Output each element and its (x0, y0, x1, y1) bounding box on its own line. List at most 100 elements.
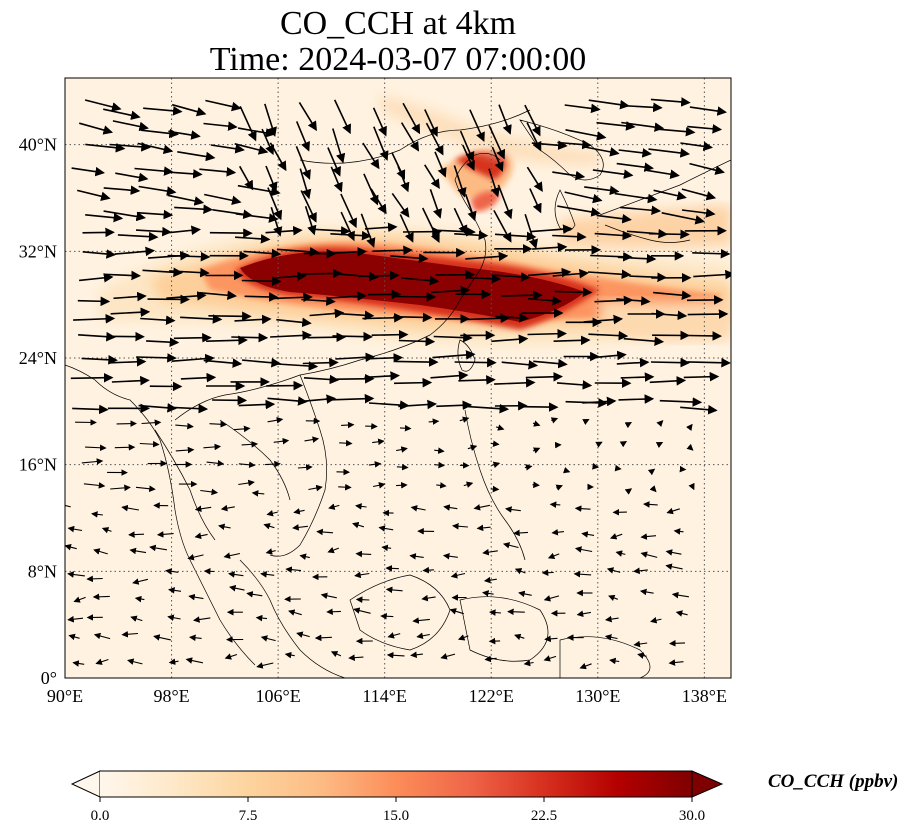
wind-arrow (261, 128, 275, 156)
wind-arrow (581, 531, 595, 538)
wind-arrow (429, 189, 443, 219)
wind-arrow (452, 522, 468, 530)
wind-arrow (142, 267, 183, 278)
wind-arrow (209, 421, 228, 428)
wind-arrow (103, 270, 141, 281)
wind-arrow (331, 393, 375, 404)
wind-arrow (218, 523, 231, 531)
wind-arrow (623, 336, 665, 346)
wind-arrow (396, 446, 408, 453)
wind-arrow (175, 422, 194, 430)
wind-arrow (588, 99, 630, 110)
wind-arrow (308, 226, 351, 236)
wind-arrow (616, 357, 650, 368)
y-tick-label: 32°N (19, 241, 57, 261)
colorbar-tick-label: 30.0 (679, 808, 705, 824)
wind-arrow (134, 595, 145, 603)
wind-arrow (531, 140, 568, 151)
y-tick-label: 16°N (19, 455, 57, 475)
wind-arrow (533, 358, 568, 369)
wind-arrow (398, 399, 437, 410)
wind-arrow (242, 357, 281, 368)
wind-arrow (615, 550, 626, 557)
wind-arrow (410, 505, 426, 512)
wind-arrow (579, 662, 592, 670)
map-title: CO_CCH at 4km (279, 5, 517, 42)
wind-arrow (582, 396, 617, 407)
wind-arrow (594, 230, 633, 241)
wind-arrow (422, 566, 434, 574)
wind-arrow (466, 273, 502, 284)
wind-arrow (582, 418, 590, 425)
wind-arrow (333, 247, 368, 257)
wind-arrow (169, 267, 210, 278)
wind-arrow (362, 313, 404, 323)
wind-arrow (557, 139, 592, 150)
wind-arrow (524, 104, 541, 137)
wind-arrow (260, 635, 276, 642)
wind-arrow (633, 567, 648, 575)
wind-arrow (320, 592, 337, 600)
wind-arrow (67, 615, 84, 623)
wind-arrow (493, 272, 531, 282)
wind-arrow (237, 127, 276, 138)
wind-arrow (199, 290, 237, 301)
wind-arrow (466, 313, 511, 324)
wind-arrow (488, 168, 500, 198)
wind-arrow (491, 146, 504, 172)
wind-arrow (450, 572, 466, 579)
wind-arrow (650, 617, 662, 624)
wind-arrow (686, 443, 694, 451)
wind-arrow (513, 529, 529, 537)
wind-arrow (436, 482, 447, 489)
wind-arrow (238, 479, 255, 487)
wind-arrow (372, 482, 386, 489)
wind-arrow (103, 185, 141, 195)
wind-arrow (129, 547, 147, 555)
x-tick-label: 106°E (256, 686, 301, 706)
wind-arrow (135, 485, 156, 492)
wind-arrow (265, 225, 303, 236)
wind-arrow (136, 353, 177, 363)
wind-arrow (146, 337, 180, 347)
wind-arrow (255, 614, 268, 622)
wind-arrow (114, 444, 136, 451)
wind-arrow (341, 421, 355, 429)
wind-arrow (606, 567, 621, 574)
wind-arrow (624, 422, 632, 429)
wind-arrow (522, 402, 559, 412)
wind-arrow (121, 504, 139, 512)
wind-arrow (618, 394, 655, 404)
wind-arrow (81, 458, 104, 465)
wind-arrow (688, 331, 723, 341)
wind-arrow (424, 164, 440, 190)
wind-arrow (330, 166, 343, 193)
wind-arrow (409, 553, 424, 560)
wind-arrow (314, 634, 332, 642)
wind-arrow (440, 653, 456, 660)
wind-arrow (206, 335, 248, 346)
wind-arrow (553, 335, 591, 346)
wind-arrow (171, 403, 209, 414)
wind-arrow (136, 209, 174, 220)
wind-arrow (85, 444, 107, 452)
wind-arrow (71, 166, 105, 177)
wind-arrow (266, 510, 278, 517)
wind-arrow (132, 578, 149, 585)
wind-arrow (482, 548, 498, 556)
wind-arrow (449, 608, 464, 615)
wind-arrow (276, 317, 312, 328)
wind-arrow (385, 586, 403, 594)
wind-arrow (430, 285, 471, 296)
wind-arrow (177, 151, 216, 162)
wind-arrow (167, 251, 211, 262)
wind-arrow (330, 230, 372, 241)
wind-arrow (256, 662, 274, 669)
wind-arrow (399, 214, 414, 243)
wind-arrow (574, 546, 593, 553)
wind-arrow (596, 121, 636, 131)
wind-arrow (647, 468, 656, 476)
wind-arrow (65, 543, 77, 551)
wind-arrow (633, 640, 648, 648)
wind-arrow (454, 357, 497, 368)
